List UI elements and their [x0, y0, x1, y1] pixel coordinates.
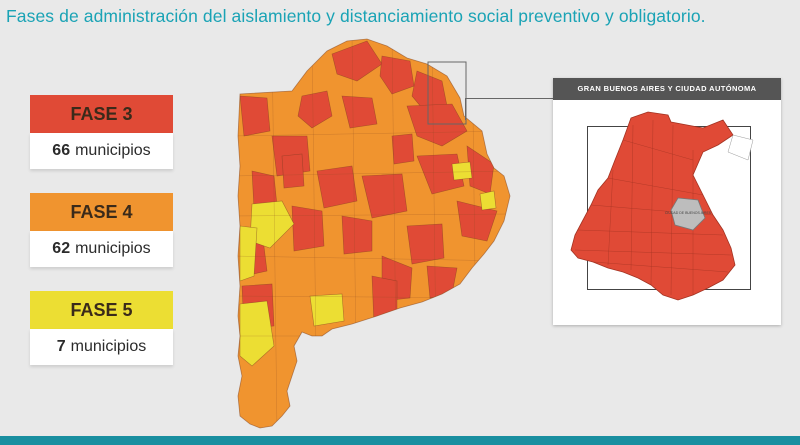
legend-count: 66: [52, 142, 71, 159]
legend-unit: municipios: [75, 142, 151, 159]
legend-unit: municipios: [70, 338, 147, 355]
legend-fase-4: FASE 4 62 municipios: [30, 193, 173, 267]
inset-header: GRAN BUENOS AIRES Y CIUDAD AUTÓNOMA: [553, 78, 781, 100]
caba-label: CIUDAD DE BUENOS AIRES: [665, 211, 712, 215]
bottom-bar: [0, 436, 800, 445]
legend-count: 7: [56, 338, 66, 355]
legend-count-row: 7 municipios: [30, 329, 173, 365]
legend-phase-label: FASE 3: [30, 95, 173, 133]
legend-unit: municipios: [75, 240, 151, 257]
legend-count-row: 62 municipios: [30, 231, 173, 267]
caba-region: [670, 197, 706, 231]
legend-count-row: 66 municipios: [30, 133, 173, 169]
legend-fase-5: FASE 5 7 municipios: [30, 291, 173, 365]
legend-phase-label: FASE 5: [30, 291, 173, 329]
inset-leader-line-vertical: [465, 98, 466, 120]
legend-fase-3: FASE 3 66 municipios: [30, 95, 173, 169]
legend-count: 62: [52, 240, 71, 257]
province-map-svg: [237, 38, 511, 429]
inset-panel: GRAN BUENOS AIRES Y CIUDAD AUTÓNOMA CIUD…: [553, 78, 781, 325]
inset-leader-line: [465, 98, 553, 99]
gba-map-svg: CIUDAD DE BUENOS AIRES: [570, 111, 754, 301]
legend-phase-label: FASE 4: [30, 193, 173, 231]
province-map: [232, 36, 517, 436]
page-title: Fases de administración del aislamiento …: [6, 6, 706, 26]
